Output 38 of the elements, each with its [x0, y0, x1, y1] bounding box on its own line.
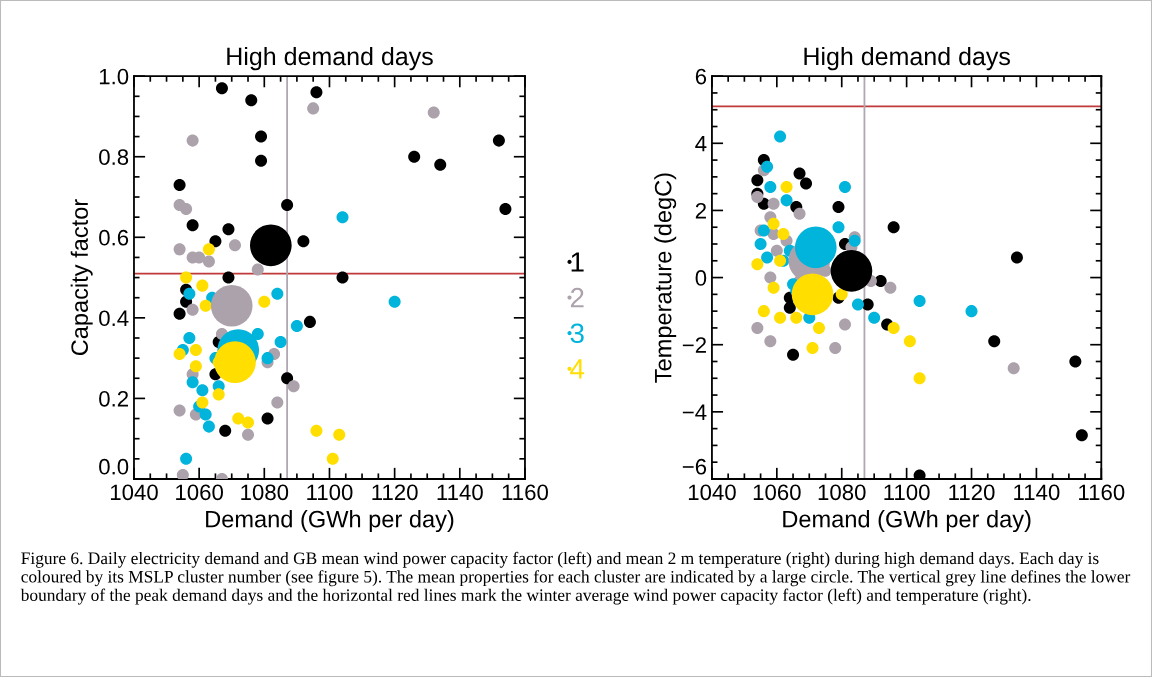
y-tick-label: 0.6 [99, 229, 129, 246]
y-tick-label: 6 [695, 68, 707, 85]
x-tick-label: 1100 [884, 484, 930, 501]
y-tick-label: 1.0 [99, 68, 129, 85]
y-tick-label: −2 [682, 337, 706, 353]
x-tick-label: 1140 [437, 484, 483, 501]
caption: Figure 6. Daily electricity demand and GB mean wind power capacity factor (left) and mean 2 m temperature (right) during high demand days. Each day is coloured by its MSLP cluster number (see figure 5). The mean properties for each cluster are indicated by a large circle. The vertical grey line defines the lower boundary of the peak demand days and the horizontal red lines mark the winter average wind power capacity factor (left) and temperature (right). [20, 551, 1131, 605]
x-tick-label: 1160 [502, 484, 548, 501]
x-tick-label: 1140 [1014, 484, 1060, 501]
legend-label: 3 [570, 323, 584, 344]
chart-title: High demand days [804, 46, 1010, 71]
legend-label: 1 [571, 252, 584, 272]
y-tick-label: 0.8 [99, 149, 129, 165]
x-tick-label: 1160 [1079, 484, 1125, 501]
y-tick-label: 0.2 [99, 390, 128, 407]
x-tick-label: 1120 [949, 484, 995, 501]
x-axis-title: Demand (GWh per day) [206, 510, 454, 533]
legend-label: 4 [570, 359, 585, 379]
y-tick-label: −4 [682, 404, 707, 420]
x-tick-label: 1040 [110, 484, 158, 501]
chart-title: High demand days [227, 46, 433, 71]
x-tick-label: 1080 [241, 484, 289, 501]
y-tick-label: 4 [695, 136, 707, 152]
x-tick-label: 1120 [372, 484, 418, 501]
x-tick-label: 1060 [176, 484, 223, 501]
y-axis-title: Temperature (degC) [654, 173, 677, 383]
x-tick-label: 1040 [688, 484, 736, 501]
y-tick-label: 0.4 [99, 310, 129, 327]
y-tick-label: 0.0 [99, 458, 129, 475]
x-tick-label: 1060 [753, 484, 801, 501]
y-axis-title: Capacity factor [70, 199, 93, 356]
y-tick-label: 2 [695, 202, 706, 219]
x-tick-label: 1080 [818, 484, 866, 501]
x-tick-label: 1100 [307, 484, 353, 501]
y-tick-label: 0 [695, 270, 707, 286]
x-axis-title: Demand (GWh per day) [783, 510, 1031, 533]
y-tick-label: −6 [682, 458, 707, 475]
legend-label: 2 [570, 287, 584, 308]
